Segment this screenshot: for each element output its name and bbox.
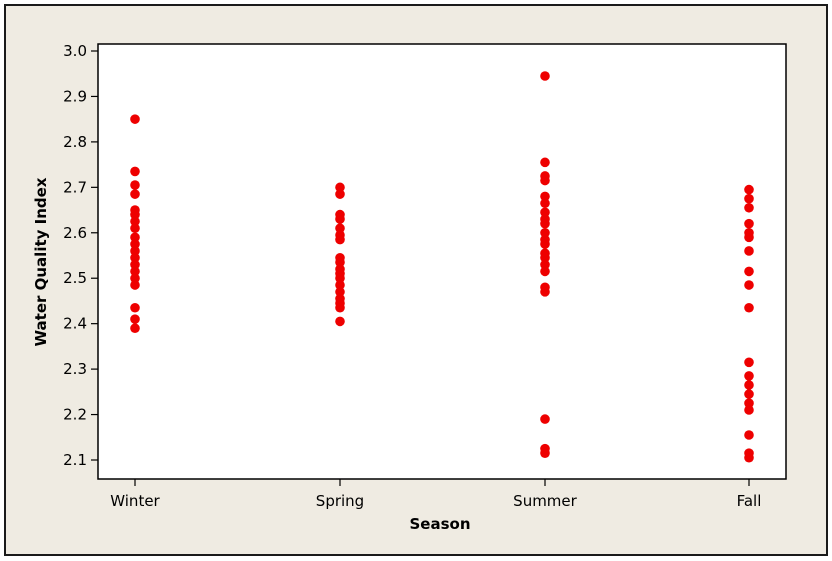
x-axis-title: Season — [409, 515, 470, 533]
y-tick-label: 3.0 — [63, 42, 87, 60]
data-point-winter — [130, 180, 140, 190]
y-tick-label: 2.1 — [63, 451, 87, 469]
data-point-summer — [540, 191, 550, 202]
data-point-summer — [540, 414, 550, 424]
data-point-summer — [540, 198, 550, 209]
y-tick-label: 2.9 — [63, 87, 87, 105]
y-axis-title: Water Quality Index — [32, 177, 50, 346]
data-point-spring — [335, 302, 345, 313]
data-point-spring — [335, 257, 345, 268]
data-point-winter — [130, 223, 140, 234]
data-point-fall — [744, 202, 754, 213]
data-point-winter — [130, 166, 140, 177]
y-tick-label: 2.4 — [63, 315, 87, 333]
data-point-summer — [540, 252, 550, 263]
data-point-winter — [130, 216, 140, 227]
y-tick-label: 2.8 — [63, 133, 87, 151]
data-point-fall — [744, 452, 754, 463]
data-point-winter — [130, 273, 140, 284]
x-tick-label-summer: Summer — [513, 492, 577, 510]
data-point-winter — [130, 302, 140, 313]
data-point-winter — [130, 314, 140, 324]
data-point-fall — [744, 280, 754, 290]
data-point-fall — [744, 398, 754, 408]
data-point-fall — [744, 405, 754, 415]
data-point-winter — [130, 259, 140, 270]
data-point-fall — [744, 389, 754, 399]
x-tick-label-spring: Spring — [316, 492, 364, 510]
data-point-winter — [130, 280, 140, 290]
x-tick-label-fall: Fall — [737, 492, 762, 510]
data-point-winter — [130, 246, 140, 256]
data-point-winter — [130, 189, 140, 199]
data-point-spring — [335, 287, 345, 297]
data-point-fall — [744, 193, 754, 204]
data-point-spring — [335, 273, 345, 284]
data-point-summer — [540, 71, 550, 81]
data-point-fall — [744, 357, 754, 368]
data-point-summer — [540, 448, 550, 458]
y-tick-label: 2.2 — [63, 406, 87, 424]
data-point-fall — [744, 218, 754, 229]
data-point-spring — [335, 234, 345, 245]
y-axis: 2.1 2.2 2.3 2.4 2.5 2.6 2.7 2.8 2.9 3.0 — [63, 42, 98, 469]
data-point-fall — [744, 246, 754, 256]
data-point-fall — [744, 266, 754, 277]
y-tick-label: 2.7 — [63, 178, 87, 196]
data-point-winter — [130, 232, 140, 243]
y-tick-label: 2.6 — [63, 224, 87, 242]
data-point-spring — [335, 214, 345, 224]
data-point-summer — [540, 175, 550, 186]
data-point-fall — [744, 232, 754, 243]
data-point-spring — [335, 223, 345, 234]
data-point-winter — [130, 239, 140, 249]
data-point-spring — [335, 189, 345, 199]
data-point-winter — [130, 252, 140, 263]
data-point-fall — [744, 184, 754, 195]
data-point-fall — [744, 380, 754, 390]
data-point-fall — [744, 371, 754, 381]
data-point-summer — [540, 287, 550, 297]
data-point-winter — [130, 323, 140, 334]
data-point-winter — [130, 209, 140, 220]
data-point-spring — [335, 182, 345, 193]
data-point-summer — [540, 218, 550, 229]
data-point-summer — [540, 227, 550, 238]
data-point-summer — [540, 207, 550, 218]
data-point-spring — [335, 280, 345, 290]
plot-area — [97, 43, 787, 480]
data-point-winter — [130, 266, 140, 277]
y-tick-label: 2.5 — [63, 269, 87, 287]
data-point-spring — [335, 316, 345, 327]
y-tick-label: 2.3 — [63, 360, 87, 378]
data-points — [130, 71, 754, 463]
data-point-summer — [540, 259, 550, 270]
data-point-fall — [744, 430, 754, 440]
x-tick-label-winter: Winter — [110, 492, 160, 510]
data-point-summer — [540, 266, 550, 277]
data-point-winter — [130, 114, 140, 124]
data-point-fall — [744, 302, 754, 313]
data-point-summer — [540, 157, 550, 168]
x-axis: Winter Spring Summer Fall — [110, 479, 761, 510]
data-point-summer — [540, 239, 550, 249]
